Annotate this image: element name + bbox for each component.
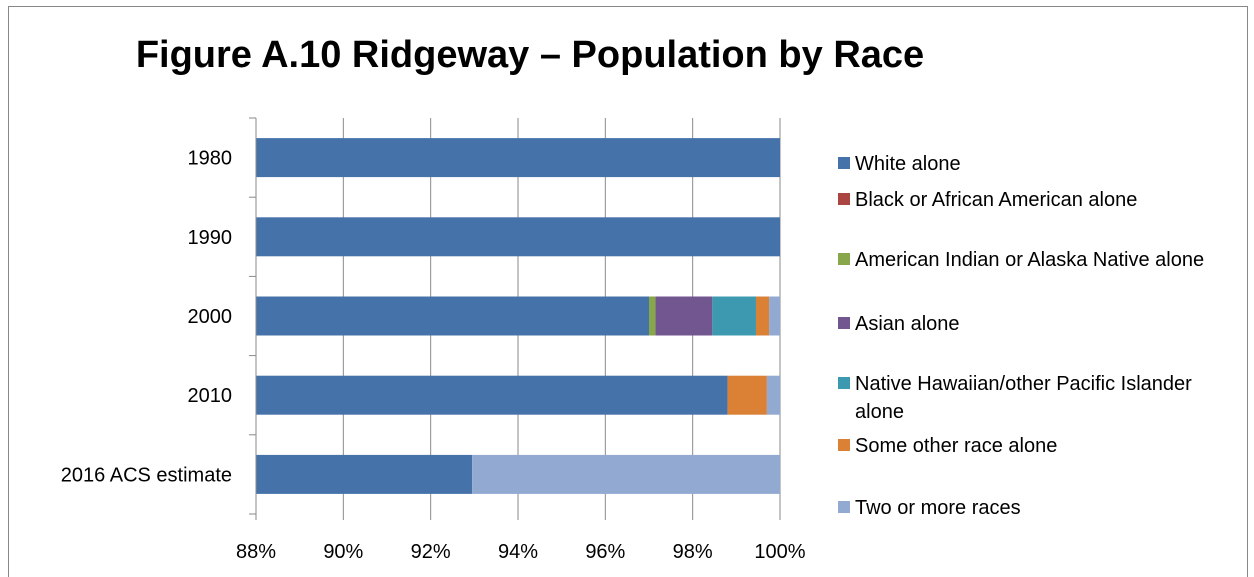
legend-swatch [838, 501, 850, 513]
bar-white-alone [256, 454, 473, 494]
y-category-label: 2000 [188, 306, 233, 328]
y-category-label: 2016 ACS estimate [61, 464, 232, 486]
legend-swatch [838, 377, 850, 389]
legend: White alone Black or African American alo… [838, 0, 1254, 577]
y-category-label: 1990 [188, 227, 233, 249]
legend-label: Some other race alone [855, 435, 1058, 457]
legend-swatch [838, 317, 850, 329]
x-tick-label: 90% [323, 541, 363, 563]
bar-asian-alone [655, 296, 713, 336]
legend-swatch [838, 157, 850, 169]
legend-label: Native Hawaiian/other Pacific Islander a… [855, 373, 1192, 423]
chart-title: Figure A.10 Ridgeway – Population by Rac… [135, 34, 925, 76]
x-tick-label: 96% [585, 541, 625, 563]
legend-label: American Indian or Alaska Native alone [855, 249, 1205, 271]
legend-swatch [838, 193, 850, 205]
bar-white-alone [256, 138, 780, 178]
y-category-labels: 1980 1990 2000 2010 2016 ACS estimate [61, 148, 232, 487]
legend-label: Asian alone [855, 313, 960, 335]
x-tick-labels: 88% 90% 92% 94% 96% 98% 100% [236, 541, 806, 563]
legend-label: Two or more races [855, 497, 1021, 519]
legend-label: White alone [855, 153, 961, 175]
axes [249, 117, 257, 515]
bar-two-or-more-races [769, 296, 780, 336]
x-tick-label: 98% [673, 541, 713, 563]
x-tick-label: 92% [411, 541, 451, 563]
bar-two-or-more-races [766, 375, 780, 415]
bar-some-other-race-alone [727, 375, 767, 415]
bar-white-alone [256, 296, 649, 336]
bar-native-hawaiian-other-pacific-islander-alone [712, 296, 756, 336]
bar-american-indian-or-alaska-native-alone [649, 296, 656, 336]
x-tick-label: 94% [498, 541, 538, 563]
x-tick-label: 100% [754, 541, 805, 563]
legend-swatch [838, 253, 850, 265]
bar-two-or-more-races [472, 454, 780, 494]
bar-white-alone [256, 217, 780, 257]
y-category-label: 2010 [188, 385, 233, 407]
x-tick-label: 88% [236, 541, 276, 563]
bar-some-other-race-alone [755, 296, 770, 336]
y-category-label: 1980 [188, 148, 233, 170]
bars [256, 138, 780, 494]
legend-label: Black or African American alone [855, 189, 1138, 211]
bar-white-alone [256, 375, 728, 415]
legend-swatch [838, 439, 850, 451]
plot-area: 88% 90% 92% 94% 96% 98% 100% 1980 1990 2000 2010 2… [61, 117, 806, 563]
